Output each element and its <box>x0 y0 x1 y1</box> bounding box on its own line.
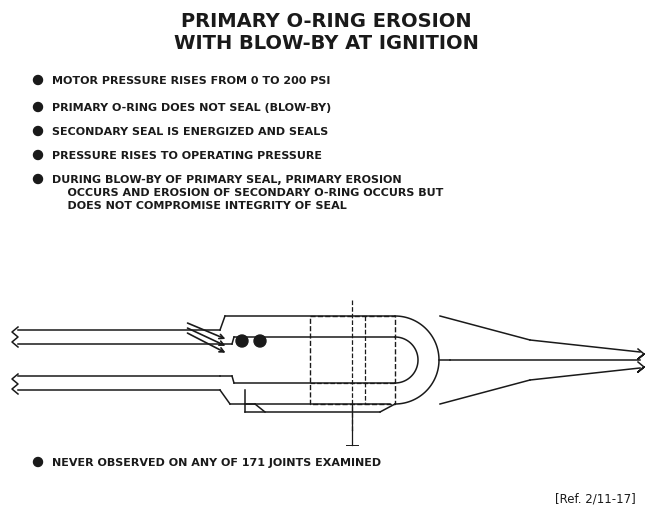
Text: NEVER OBSERVED ON ANY OF 171 JOINTS EXAMINED: NEVER OBSERVED ON ANY OF 171 JOINTS EXAM… <box>52 458 381 468</box>
Circle shape <box>33 127 42 135</box>
Text: SECONDARY SEAL IS ENERGIZED AND SEALS: SECONDARY SEAL IS ENERGIZED AND SEALS <box>52 127 328 137</box>
Circle shape <box>33 174 42 184</box>
Text: WITH BLOW-BY AT IGNITION: WITH BLOW-BY AT IGNITION <box>173 34 479 53</box>
Text: DURING BLOW-BY OF PRIMARY SEAL, PRIMARY EROSION
    OCCURS AND EROSION OF SECOND: DURING BLOW-BY OF PRIMARY SEAL, PRIMARY … <box>52 175 443 210</box>
Text: [Ref. 2/11-17]: [Ref. 2/11-17] <box>556 492 636 505</box>
Circle shape <box>254 335 266 347</box>
Circle shape <box>33 457 42 466</box>
Circle shape <box>33 102 42 112</box>
Circle shape <box>33 151 42 160</box>
Circle shape <box>33 76 42 85</box>
Text: MOTOR PRESSURE RISES FROM 0 TO 200 PSI: MOTOR PRESSURE RISES FROM 0 TO 200 PSI <box>52 76 331 86</box>
Bar <box>310 316 395 404</box>
Text: PRESSURE RISES TO OPERATING PRESSURE: PRESSURE RISES TO OPERATING PRESSURE <box>52 151 322 161</box>
Text: PRIMARY O-RING EROSION: PRIMARY O-RING EROSION <box>181 12 471 31</box>
Text: PRIMARY O-RING DOES NOT SEAL (BLOW-BY): PRIMARY O-RING DOES NOT SEAL (BLOW-BY) <box>52 103 331 113</box>
Circle shape <box>236 335 248 347</box>
